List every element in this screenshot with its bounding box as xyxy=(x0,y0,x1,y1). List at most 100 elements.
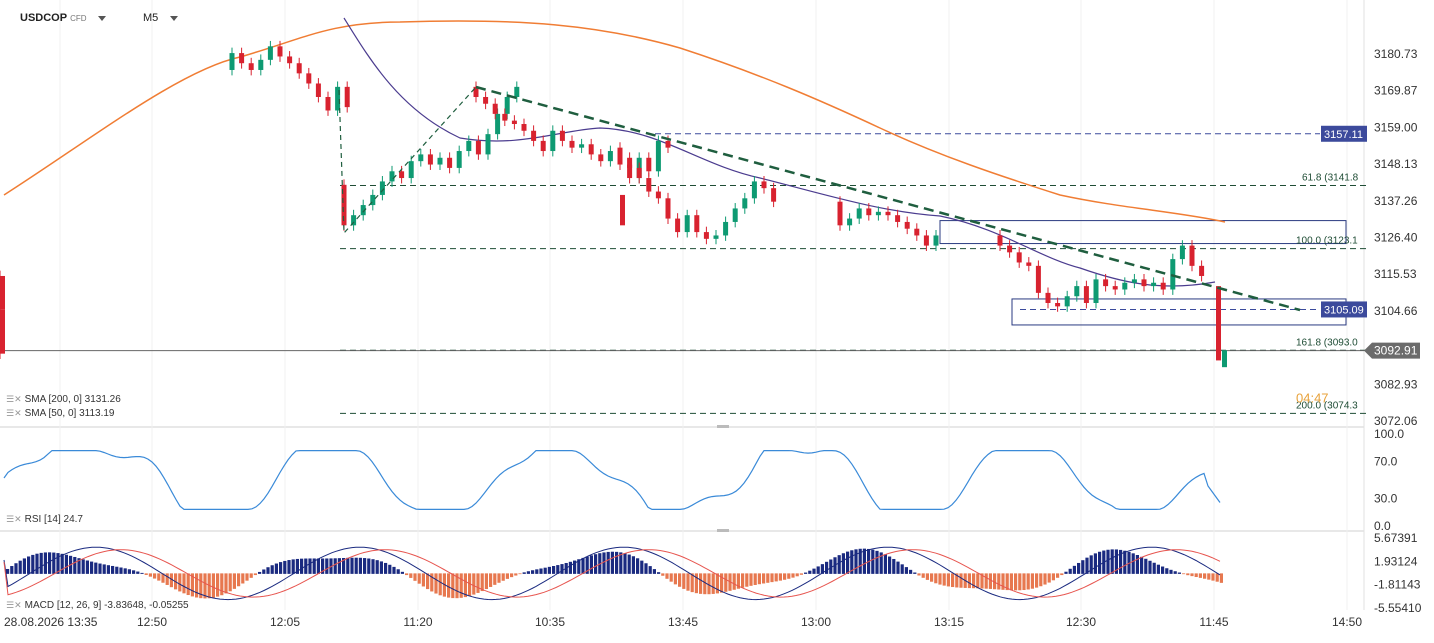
candle-body[interactable] xyxy=(427,154,433,165)
macd-line[interactable] xyxy=(3,546,1221,601)
candle-body[interactable] xyxy=(751,181,757,199)
candle-body[interactable] xyxy=(1122,282,1128,290)
zone-rectangle-lower[interactable] xyxy=(1011,298,1347,326)
candle-body[interactable] xyxy=(1007,245,1013,253)
candle-body[interactable] xyxy=(771,188,777,202)
candle-body[interactable] xyxy=(335,86,341,111)
candle-body[interactable] xyxy=(492,103,498,114)
settings-close-icon[interactable]: ☰✕ xyxy=(6,600,22,610)
settings-close-icon[interactable]: ☰✕ xyxy=(6,394,22,404)
candle-body[interactable] xyxy=(579,144,585,148)
candle-body[interactable] xyxy=(351,215,357,226)
candle-body[interactable] xyxy=(713,235,719,239)
fib-extension-tool[interactable] xyxy=(338,86,477,235)
candle-body[interactable] xyxy=(655,191,661,199)
candle-body[interactable] xyxy=(1026,262,1032,266)
candle-body[interactable] xyxy=(0,275,5,290)
candle-body[interactable] xyxy=(569,140,575,148)
candle-body[interactable] xyxy=(559,130,565,141)
candle-body[interactable] xyxy=(229,53,235,70)
downtrend-line[interactable] xyxy=(475,85,1301,312)
sma200-label[interactable]: ☰✕ SMA [200, 0] 3131.26 xyxy=(6,394,121,405)
candle-body[interactable] xyxy=(1112,286,1118,290)
candle-body[interactable] xyxy=(1179,245,1185,260)
candle-body[interactable] xyxy=(0,289,5,310)
candle-body[interactable] xyxy=(997,235,1003,246)
candle-body[interactable] xyxy=(1199,265,1205,276)
candle-body[interactable] xyxy=(723,221,729,236)
candle-body[interactable] xyxy=(904,221,910,229)
candle-body[interactable] xyxy=(531,130,537,141)
candle-body[interactable] xyxy=(847,218,853,226)
panel-resize-handle[interactable] xyxy=(717,529,729,532)
candle-body[interactable] xyxy=(875,211,881,216)
candle-body[interactable] xyxy=(885,211,891,216)
candle-body[interactable] xyxy=(933,235,939,246)
candle-body[interactable] xyxy=(588,144,594,155)
zone-rectangle-upper[interactable] xyxy=(939,220,1347,245)
candle-body[interactable] xyxy=(248,63,254,70)
candle-body[interactable] xyxy=(646,178,652,192)
candle-body[interactable] xyxy=(341,184,347,226)
candle-body[interactable] xyxy=(923,235,929,246)
candle-body[interactable] xyxy=(306,73,312,84)
candle-body[interactable] xyxy=(483,96,489,104)
candle-body[interactable] xyxy=(360,205,366,216)
candle-body[interactable] xyxy=(598,154,604,162)
candle-body[interactable] xyxy=(296,63,302,74)
candle-body[interactable] xyxy=(1055,303,1061,307)
candle-body[interactable] xyxy=(1103,279,1109,287)
candle-body[interactable] xyxy=(475,140,481,155)
candle-body[interactable] xyxy=(466,140,472,152)
candle-body[interactable] xyxy=(485,134,491,155)
candle-body[interactable] xyxy=(258,59,264,70)
interval-selector[interactable]: M5 xyxy=(143,12,179,24)
candle-body[interactable] xyxy=(655,140,661,172)
candle-body[interactable] xyxy=(914,228,920,236)
candle-body[interactable] xyxy=(1045,292,1051,304)
candle-body[interactable] xyxy=(1160,282,1166,290)
candle-body[interactable] xyxy=(267,46,273,60)
candle-body[interactable] xyxy=(761,181,767,189)
candle-body[interactable] xyxy=(550,130,556,152)
candle-body[interactable] xyxy=(665,198,671,219)
interval-label[interactable]: M5 xyxy=(143,12,159,24)
sma50-line[interactable] xyxy=(343,17,1216,287)
candle-body[interactable] xyxy=(514,86,520,97)
candle-body[interactable] xyxy=(277,46,283,57)
candle-body[interactable] xyxy=(315,83,321,97)
candle-body[interactable] xyxy=(504,96,510,114)
candle-body[interactable] xyxy=(473,86,479,97)
sma50-label[interactable]: ☰✕ SMA [50, 0] 3113.19 xyxy=(6,408,115,419)
candle-body[interactable] xyxy=(1074,286,1080,297)
candle-body[interactable] xyxy=(694,215,700,233)
candle-body[interactable] xyxy=(540,140,546,152)
candle-body[interactable] xyxy=(866,208,872,216)
candle-body[interactable] xyxy=(447,157,453,168)
candle-body[interactable] xyxy=(1083,286,1089,304)
candle-body[interactable] xyxy=(675,218,681,233)
candle-body[interactable] xyxy=(437,157,443,165)
candle-body[interactable] xyxy=(742,198,748,209)
candle-body[interactable] xyxy=(0,309,5,354)
candle-body-current[interactable] xyxy=(1222,350,1227,368)
interval-dropdown-icon[interactable] xyxy=(170,15,179,21)
candle-body[interactable] xyxy=(646,157,652,172)
candle-body[interactable] xyxy=(665,140,671,148)
panel-resize-handle[interactable] xyxy=(717,425,729,428)
candle-body[interactable] xyxy=(837,201,843,226)
candle-body[interactable] xyxy=(1141,279,1147,287)
candle-body[interactable] xyxy=(856,208,862,219)
candle-body-last[interactable] xyxy=(1216,286,1221,361)
candle-body[interactable] xyxy=(389,171,395,182)
candle-body[interactable] xyxy=(627,157,633,168)
candle-body[interactable] xyxy=(239,53,245,64)
candle-body[interactable] xyxy=(703,232,709,239)
candle-body[interactable] xyxy=(1016,252,1022,263)
settings-close-icon[interactable]: ☰✕ xyxy=(6,408,22,418)
rsi-label[interactable]: ☰✕ RSI [14] 24.7 xyxy=(6,514,83,525)
candle-body[interactable] xyxy=(502,113,508,121)
settings-close-icon[interactable]: ☰✕ xyxy=(6,514,22,524)
macd-label[interactable]: ☰✕ MACD [12, 26, 9] -3.83648, -0.05255 xyxy=(6,600,189,611)
